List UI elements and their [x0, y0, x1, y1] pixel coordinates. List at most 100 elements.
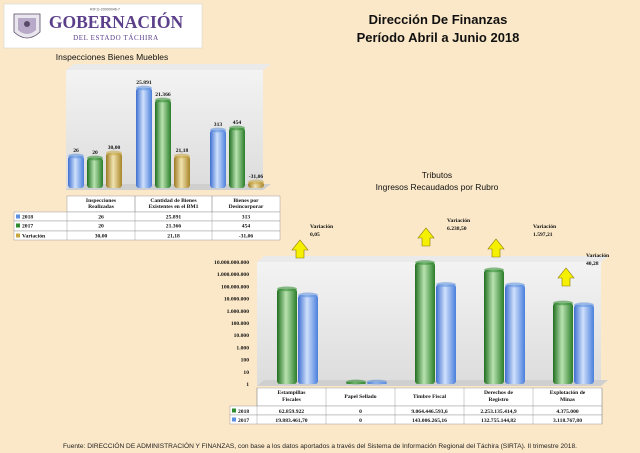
legend-label: 2018: [238, 409, 249, 415]
y-tick-label: 1: [246, 382, 249, 388]
table-category-label: Estampillas: [278, 390, 307, 396]
bar-2017-0: [87, 155, 103, 188]
table-category-label: Papel Sellado: [344, 394, 376, 400]
legend-label: 2017: [238, 418, 249, 424]
bar-label: -31,06: [249, 174, 264, 180]
bar-label: 30,00: [108, 145, 121, 151]
table-cell: 26: [98, 215, 104, 221]
table-cell: 0: [359, 418, 362, 424]
bar-2018-3: [484, 267, 504, 384]
y-tick-label: 1.000.000: [227, 309, 250, 315]
y-tick-label: 100.000.000: [221, 284, 249, 290]
up-arrow-icon: [417, 227, 435, 247]
bar-Variación-0: [106, 150, 122, 188]
y-tick-label: 10.000.000: [224, 297, 249, 303]
legend-swatch: [16, 223, 20, 228]
y-tick-label: 100: [241, 358, 250, 364]
bar-2017-2: [229, 125, 245, 188]
table-category-label: Existentes en el BM1: [149, 204, 199, 210]
table-category-label: Explotación de: [550, 390, 586, 396]
bar-2018-1: [346, 379, 366, 385]
y-tick-label: 1.000.000.000: [217, 272, 249, 278]
table-cell: -31,06: [239, 234, 254, 240]
bar-2018-1: [136, 85, 152, 188]
table-category-label: Cantidad de Bienes: [150, 198, 197, 204]
up-arrow-icon: [487, 238, 505, 258]
bar-2017-1: [367, 379, 387, 385]
y-tick-label: 10.000.000.000: [214, 260, 249, 266]
table-row: [13, 230, 281, 241]
legend-label: Variación: [22, 234, 46, 240]
legend-label: 2018: [22, 215, 33, 221]
table-cell: 20: [98, 224, 104, 230]
table-cell: 19.883.461,70: [275, 418, 307, 424]
table-cell: 21,18: [167, 234, 180, 240]
chart2-title: Tributos: [422, 170, 452, 180]
bar-2018-2: [210, 127, 226, 188]
up-arrow-icon: [557, 267, 575, 287]
bar-2017-1: [155, 97, 171, 188]
table-category-label: Realizadas: [88, 204, 115, 210]
variation-label: Variación: [447, 218, 471, 224]
table-cell: 62.859.922: [279, 409, 304, 415]
table-category-label: Fiscales: [282, 397, 301, 403]
table-category-label: Derechos de: [484, 390, 513, 396]
table-cell: 30,00: [95, 234, 108, 240]
chart1-title: Inspecciones Bienes Muebles: [56, 52, 168, 62]
logo-code: RIF:G-20000046-7: [90, 8, 120, 12]
table-cell: 2.253.135.414,9: [480, 409, 517, 415]
bar-2017-4: [574, 302, 594, 384]
page-subtitle: Período Abril a Junio 2018: [357, 30, 520, 45]
variation-value: 40,28: [586, 261, 599, 267]
table-cell: 9.064.446.593,6: [411, 409, 448, 415]
variation-value: 1.597,21: [533, 232, 553, 238]
footer-source: Fuente: DIRECCIÓN DE ADMINISTRACIÓN Y FI…: [63, 441, 577, 450]
y-tick-label: 10: [243, 370, 249, 376]
bar-2017-0: [298, 292, 318, 384]
table-category-label: Inspecciones: [86, 198, 117, 204]
bar-2018-2: [415, 260, 435, 384]
chart-tributos: Tributos Ingresos Recaudados por Rubro 1…: [214, 170, 610, 425]
chart2-subtitle: Ingresos Recaudados por Rubro: [376, 182, 499, 192]
table-cell: 143.006.265,16: [412, 418, 447, 424]
logo-subtitle: DEL ESTADO TÁCHIRA: [73, 34, 159, 42]
bar-label: 26: [73, 148, 79, 154]
variation-value: 0,05: [310, 232, 320, 238]
variation-label: Variación: [533, 224, 557, 230]
table-category-label: Minas: [560, 397, 576, 403]
table-row: [13, 220, 281, 232]
bar-Variación-2: [248, 179, 264, 188]
bar-2018-0: [277, 286, 297, 384]
table-cell: 4.375.000: [556, 409, 579, 415]
bar-2017-3: [505, 282, 525, 384]
legend-swatch: [232, 417, 236, 422]
table-cell: 454: [242, 224, 251, 230]
table-cell: 3.118.767,80: [553, 418, 582, 424]
legend-label: 2017: [22, 224, 33, 230]
page-title: Dirección De Finanzas: [369, 12, 508, 27]
bar-2018-0: [68, 153, 84, 188]
bar-label: 454: [233, 120, 242, 126]
variation-label: Variación: [310, 224, 334, 230]
bar-Variación-1: [174, 153, 190, 188]
legend-swatch: [16, 233, 20, 238]
chart-inspecciones: Inspecciones Bienes Muebles 26 20 30,00 25.…: [13, 52, 281, 241]
table-cell: 132.755.144,82: [481, 418, 516, 424]
bar-label: 21.366: [155, 92, 171, 98]
bar-2018-4: [553, 300, 573, 384]
table-cell: 21.366: [166, 224, 182, 230]
logo: RIF:G-20000046-7 GOBERNACIÓN DEL ESTADO …: [3, 3, 203, 49]
chart2-wall-top: [257, 256, 608, 262]
bar-label: 20: [92, 150, 98, 156]
legend-swatch: [232, 408, 236, 413]
bar-label: 21,18: [176, 148, 189, 154]
up-arrow-icon: [291, 239, 309, 259]
legend-swatch: [16, 214, 20, 219]
variation-value: 6.238,50: [447, 226, 467, 232]
table-category-label: Registro: [488, 397, 508, 403]
table-category-label: Bienes por: [233, 198, 259, 204]
y-tick-label: 1.000: [236, 345, 249, 351]
table-cell: 0: [359, 409, 362, 415]
table-category-label: Timbre Fiscal: [413, 394, 447, 400]
